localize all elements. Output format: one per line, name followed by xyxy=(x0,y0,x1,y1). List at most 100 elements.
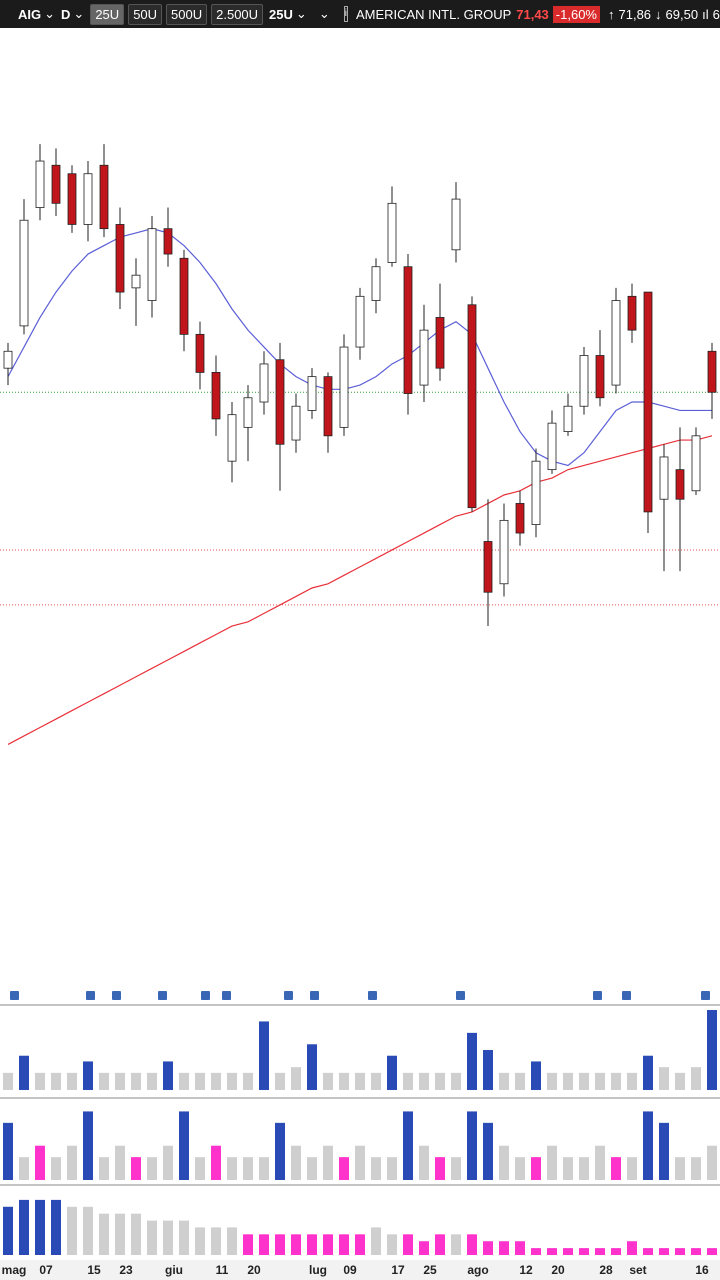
volume-bar xyxy=(707,1010,717,1090)
volume-bar xyxy=(51,1157,61,1180)
zoom-button[interactable]: 2.500U xyxy=(211,3,264,25)
volume-bar xyxy=(323,1145,333,1180)
zoom-button[interactable]: 50U xyxy=(128,3,163,25)
volume-bar xyxy=(419,1145,429,1180)
volume-bar xyxy=(211,1072,221,1090)
candle-body xyxy=(499,519,509,585)
volume-bar xyxy=(387,1055,397,1090)
zoom-select[interactable]: 25U xyxy=(269,6,293,22)
event-marker xyxy=(284,991,293,1000)
last-price: 71,43 xyxy=(516,6,549,22)
event-marker xyxy=(112,991,121,1000)
candle-body xyxy=(19,219,29,327)
volume-bar xyxy=(579,1248,589,1255)
volume-bar xyxy=(179,1072,189,1090)
candle-body xyxy=(483,541,493,593)
volume-bar xyxy=(339,1234,349,1255)
volume-bar xyxy=(611,1157,621,1180)
volume-bar xyxy=(147,1072,157,1090)
volume-bar xyxy=(515,1072,525,1090)
candle-body xyxy=(163,228,173,255)
volume-bar xyxy=(307,1234,317,1255)
candle-body xyxy=(547,422,557,471)
volume-bar xyxy=(499,1072,509,1090)
volume-bar xyxy=(99,1213,109,1255)
volume-bar xyxy=(435,1234,445,1255)
volume-bar xyxy=(387,1234,397,1255)
info-icon[interactable]: i xyxy=(343,6,348,22)
volume-bar xyxy=(371,1227,381,1255)
volume-bar xyxy=(35,1072,45,1090)
volume-bar xyxy=(563,1157,573,1180)
volume-bar xyxy=(99,1157,109,1180)
candle-body xyxy=(403,266,413,394)
volume-bar xyxy=(467,1032,477,1090)
volume-bar xyxy=(67,1145,77,1180)
volume-bar xyxy=(547,1072,557,1090)
volume-bar xyxy=(163,1220,173,1255)
volume-bar xyxy=(147,1220,157,1255)
candle-body xyxy=(419,329,429,386)
volume-bar xyxy=(691,1067,701,1090)
volume-bar xyxy=(131,1072,141,1090)
volume-bar xyxy=(51,1072,61,1090)
candle-body xyxy=(339,346,349,428)
signal-icon: ıl xyxy=(702,6,709,22)
volume-bar xyxy=(131,1157,141,1180)
candle-body xyxy=(371,266,381,301)
candle-body xyxy=(99,164,109,230)
candle-body xyxy=(147,228,157,301)
volume-bar xyxy=(243,1072,253,1090)
volume-bar xyxy=(307,1044,317,1090)
period[interactable]: D xyxy=(61,6,71,22)
candle-body xyxy=(195,333,205,373)
candle-body xyxy=(35,160,45,208)
zoom-button[interactable]: 500U xyxy=(166,3,208,25)
candle-body xyxy=(691,435,701,492)
x-tick-label: set xyxy=(629,1263,646,1277)
candle-body xyxy=(115,224,125,293)
dropdown[interactable]: ⌄ xyxy=(318,6,330,21)
volume-bar xyxy=(627,1241,637,1255)
candle-body xyxy=(675,469,685,500)
volume-bar xyxy=(515,1241,525,1255)
candle-body xyxy=(467,304,477,509)
volume-bar xyxy=(275,1234,285,1255)
volume-bar xyxy=(99,1072,109,1090)
x-tick-label: 23 xyxy=(119,1263,133,1277)
zoom-button[interactable]: 25U xyxy=(90,3,125,25)
candle-body xyxy=(67,173,77,225)
candle-body xyxy=(435,317,445,369)
x-tick-label: 20 xyxy=(247,1263,261,1277)
volume-bar xyxy=(563,1072,573,1090)
candle-body xyxy=(659,456,669,500)
symbol[interactable]: AIG xyxy=(18,6,42,22)
volume-bar xyxy=(531,1061,541,1090)
volume-bar xyxy=(259,1234,269,1255)
volume-bar xyxy=(195,1227,205,1255)
volume-bar xyxy=(83,1111,93,1180)
volume-bar xyxy=(595,1072,605,1090)
volume-bar xyxy=(531,1248,541,1255)
volume-bar xyxy=(451,1157,461,1180)
volume-bar xyxy=(419,1072,429,1090)
volume-bar xyxy=(403,1111,413,1180)
candle-body xyxy=(83,173,93,225)
volume-bar xyxy=(403,1072,413,1090)
volume-bar xyxy=(371,1157,381,1180)
event-marker xyxy=(201,991,210,1000)
volume-bar xyxy=(115,1072,125,1090)
volume-bar xyxy=(483,1241,493,1255)
volume-bar xyxy=(291,1067,301,1090)
candle-body xyxy=(227,414,237,462)
volume-bar xyxy=(259,1157,269,1180)
volume-bar xyxy=(115,1145,125,1180)
event-marker xyxy=(222,991,231,1000)
dropdown[interactable]: ⌄ xyxy=(44,6,56,21)
dropdown[interactable]: ⌄ xyxy=(73,6,85,21)
candle-body xyxy=(627,295,637,331)
dropdown[interactable]: ⌄ xyxy=(295,6,307,21)
candle-body xyxy=(243,397,253,428)
x-tick-label: lug xyxy=(309,1263,327,1277)
volume-bar xyxy=(227,1072,237,1090)
